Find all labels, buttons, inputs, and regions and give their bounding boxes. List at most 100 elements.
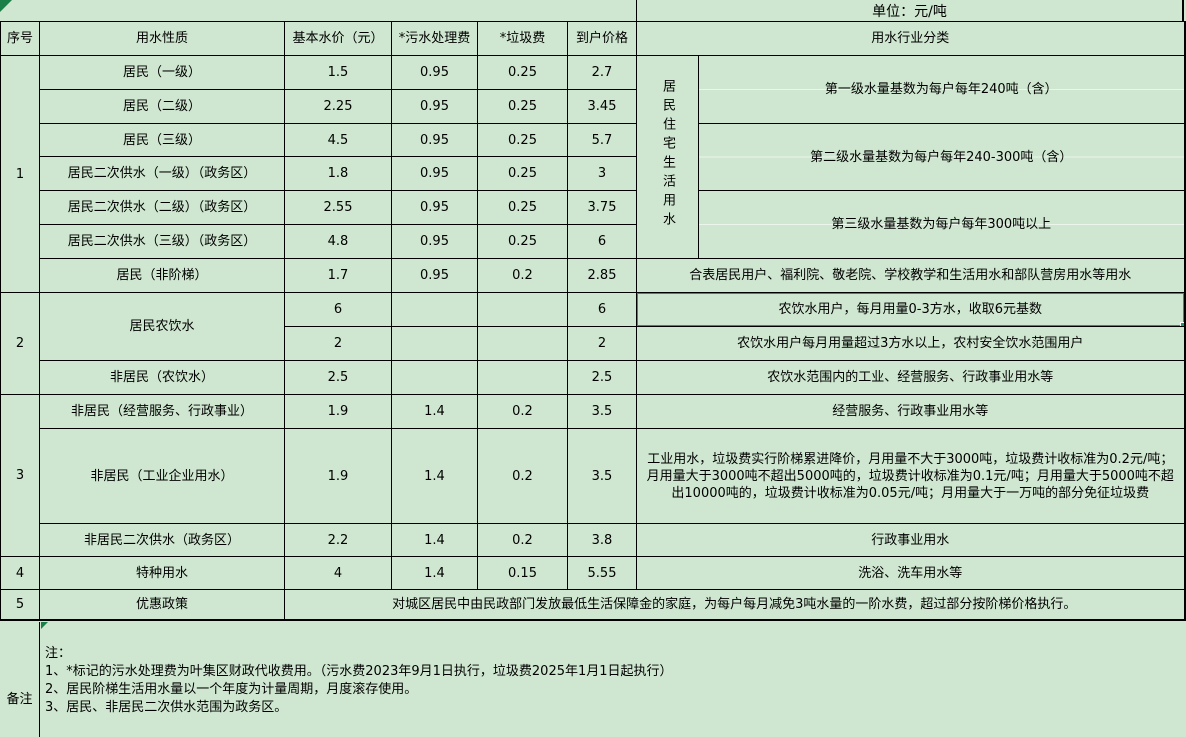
- cell-r5-sewage[interactable]: 0.95: [391, 190, 478, 225]
- cell-r12-sewage[interactable]: 1.4: [391, 428, 478, 524]
- cell-r7-base[interactable]: 1.7: [284, 258, 392, 293]
- cell-r11-base[interactable]: 1.9: [284, 394, 392, 429]
- cell-r9-garbage-empty[interactable]: [477, 326, 568, 361]
- cell-r3-garbage[interactable]: 0.25: [477, 123, 568, 157]
- cell-r7-nature[interactable]: 居民（非阶梯）: [39, 258, 285, 293]
- cell-r6-base[interactable]: 4.8: [284, 224, 392, 259]
- cell-r4-price[interactable]: 3: [567, 156, 637, 191]
- cell-r6-nature[interactable]: 居民二次供水（三级）（政务区）: [39, 224, 285, 259]
- fill-handle[interactable]: [1179, 322, 1184, 326]
- cell-r1-sewage[interactable]: 0.95: [391, 55, 478, 90]
- cell-r3-price[interactable]: 5.7: [567, 123, 637, 157]
- cell-tier1-desc[interactable]: 第一级水量基数为每户每年240吨（含）: [697, 55, 1186, 124]
- cell-r2-nature[interactable]: 居民（二级）: [39, 89, 285, 124]
- remarks-label-cell[interactable]: 备注: [6, 692, 33, 707]
- header-garbage-fee[interactable]: *垃圾费: [477, 21, 568, 56]
- header-base-price[interactable]: 基本水价（元）: [284, 21, 392, 56]
- cell-r11-price[interactable]: 3.5: [567, 394, 637, 429]
- cell-r3-base[interactable]: 4.5: [284, 123, 392, 157]
- cell-r5-garbage[interactable]: 0.25: [477, 190, 568, 225]
- cell-r10-price[interactable]: 2.5: [567, 360, 637, 395]
- cell-r9-sewage-empty[interactable]: [391, 326, 478, 361]
- cell-r8-price[interactable]: 6: [567, 292, 637, 327]
- cell-seq-5[interactable]: 5: [0, 589, 40, 620]
- cell-r14-garbage[interactable]: 0.15: [477, 556, 568, 590]
- header-household-price[interactable]: 到户价格: [567, 21, 637, 56]
- cell-r2-base[interactable]: 2.25: [284, 89, 392, 124]
- cell-r13-base[interactable]: 2.2: [284, 523, 392, 557]
- cell-r10-desc[interactable]: 农饮水范围内的工业、经营服务、行政事业用水等: [635, 360, 1186, 395]
- remarks-text-cell[interactable]: 注： 1、*标记的污水处理费为叶集区财政代收费用。（污水费2023年9月1日执行…: [45, 645, 673, 717]
- cell-r8-sewage-empty[interactable]: [391, 292, 478, 327]
- cell-r4-sewage[interactable]: 0.95: [391, 156, 478, 191]
- cell-r13-garbage[interactable]: 0.2: [477, 523, 568, 557]
- cell-r9-desc[interactable]: 农饮水用户每月用量超过3方水以上，农村安全饮水范围用户: [635, 326, 1186, 361]
- cell-r6-sewage[interactable]: 0.95: [391, 224, 478, 259]
- cell-r6-garbage[interactable]: 0.25: [477, 224, 568, 259]
- cell-r12-desc[interactable]: 工业用水，垃圾费实行阶梯累进降价，月用量不大于3000吨，垃圾费计收标准为0.2…: [635, 428, 1186, 524]
- cell-r8-garbage-empty[interactable]: [477, 292, 568, 327]
- cell-r1-price[interactable]: 2.7: [567, 55, 637, 90]
- cell-r8-base[interactable]: 6: [284, 292, 392, 327]
- cell-r2-garbage[interactable]: 0.25: [477, 89, 568, 124]
- cell-r14-sewage[interactable]: 1.4: [391, 556, 478, 590]
- cell-r10-garbage-empty[interactable]: [477, 360, 568, 395]
- cell-seq-1[interactable]: 1: [0, 55, 40, 293]
- cell-r4-base[interactable]: 1.8: [284, 156, 392, 191]
- header-nature[interactable]: 用水性质: [39, 21, 285, 56]
- cell-r10-nature[interactable]: 非居民（农饮水）: [39, 360, 285, 395]
- header-industry[interactable]: 用水行业分类: [635, 21, 1186, 56]
- cell-r5-base[interactable]: 2.55: [284, 190, 392, 225]
- cell-r13-desc[interactable]: 行政事业用水: [635, 523, 1186, 557]
- cell-r9-price[interactable]: 2: [567, 326, 637, 361]
- cell-r3-sewage[interactable]: 0.95: [391, 123, 478, 157]
- cell-r1-nature[interactable]: 居民（一级）: [39, 55, 285, 90]
- cell-r6-price[interactable]: 6: [567, 224, 637, 259]
- cell-r7-garbage[interactable]: 0.2: [477, 258, 568, 293]
- unit-note-cell[interactable]: 单位：元/吨: [636, 0, 1184, 21]
- cell-r12-nature[interactable]: 非居民（工业企业用水）: [39, 428, 285, 524]
- cell-r15-nature[interactable]: 优惠政策: [39, 589, 285, 620]
- cell-r1-garbage[interactable]: 0.25: [477, 55, 568, 90]
- cell-r7-price[interactable]: 2.85: [567, 258, 637, 293]
- header-seq[interactable]: 序号: [0, 21, 40, 56]
- cell-r4-garbage[interactable]: 0.25: [477, 156, 568, 191]
- cell-r12-price[interactable]: 3.5: [567, 428, 637, 524]
- cell-r7-sewage[interactable]: 0.95: [391, 258, 478, 293]
- cell-r5-price[interactable]: 3.75: [567, 190, 637, 225]
- header-sewage-fee[interactable]: *污水处理费: [391, 21, 478, 56]
- cell-r15-policy[interactable]: 对城区居民中由民政部门发放最低生活保障金的家庭，为每户每月减免3吨水量的一阶水费…: [283, 589, 1186, 620]
- cell-r13-nature[interactable]: 非居民二次供水（政务区）: [39, 523, 285, 557]
- cell-r12-base[interactable]: 1.9: [284, 428, 392, 524]
- cell-r10-base[interactable]: 2.5: [284, 360, 392, 395]
- cell-r8-desc-selected[interactable]: 农饮水用户，每月用量0-3方水，收取6元基数: [635, 292, 1186, 327]
- cell-r14-nature[interactable]: 特种用水: [39, 556, 285, 590]
- cell-seq-2[interactable]: 2: [0, 292, 40, 395]
- cell-r4-nature[interactable]: 居民二次供水（一级）（政务区）: [39, 156, 285, 191]
- cell-tier2-desc[interactable]: 第二级水量基数为每户每年240-300吨（含）: [697, 123, 1186, 191]
- cell-r12-garbage[interactable]: 0.2: [477, 428, 568, 524]
- cell-r11-nature[interactable]: 非居民（经营服务、行政事业）: [39, 394, 285, 429]
- cell-r7-desc[interactable]: 合表居民用户、福利院、敬老院、学校教学和生活用水和部队营房用水等用水: [635, 258, 1186, 293]
- cell-tier3-desc[interactable]: 第三级水量基数为每户每年300吨以上: [697, 190, 1186, 259]
- cell-r14-desc[interactable]: 洗浴、洗车用水等: [635, 556, 1186, 590]
- table-row: 2 2 农饮水用户每月用量超过3方水以上，农村安全饮水范围用户: [1, 326, 1186, 361]
- cell-r13-sewage[interactable]: 1.4: [391, 523, 478, 557]
- cell-r14-price[interactable]: 5.55: [567, 556, 637, 590]
- cell-r11-garbage[interactable]: 0.2: [477, 394, 568, 429]
- cell-r3-nature[interactable]: 居民（三级）: [39, 123, 285, 157]
- cell-r2-price[interactable]: 3.45: [567, 89, 637, 124]
- cell-r9-base[interactable]: 2: [284, 326, 392, 361]
- cell-residential-vertical-label[interactable]: 居民住宅生活用水: [636, 55, 699, 259]
- cell-r8-nature[interactable]: 居民农饮水: [39, 292, 285, 361]
- cell-seq-3[interactable]: 3: [0, 394, 40, 557]
- cell-r2-sewage[interactable]: 0.95: [391, 89, 478, 124]
- cell-r10-sewage-empty[interactable]: [391, 360, 478, 395]
- cell-r5-nature[interactable]: 居民二次供水（二级）（政务区）: [39, 190, 285, 225]
- cell-r11-desc[interactable]: 经营服务、行政事业用水等: [635, 394, 1186, 429]
- cell-seq-4[interactable]: 4: [0, 556, 40, 590]
- cell-r11-sewage[interactable]: 1.4: [391, 394, 478, 429]
- cell-r13-price[interactable]: 3.8: [567, 523, 637, 557]
- cell-r14-base[interactable]: 4: [284, 556, 392, 590]
- cell-r1-base[interactable]: 1.5: [284, 55, 392, 90]
